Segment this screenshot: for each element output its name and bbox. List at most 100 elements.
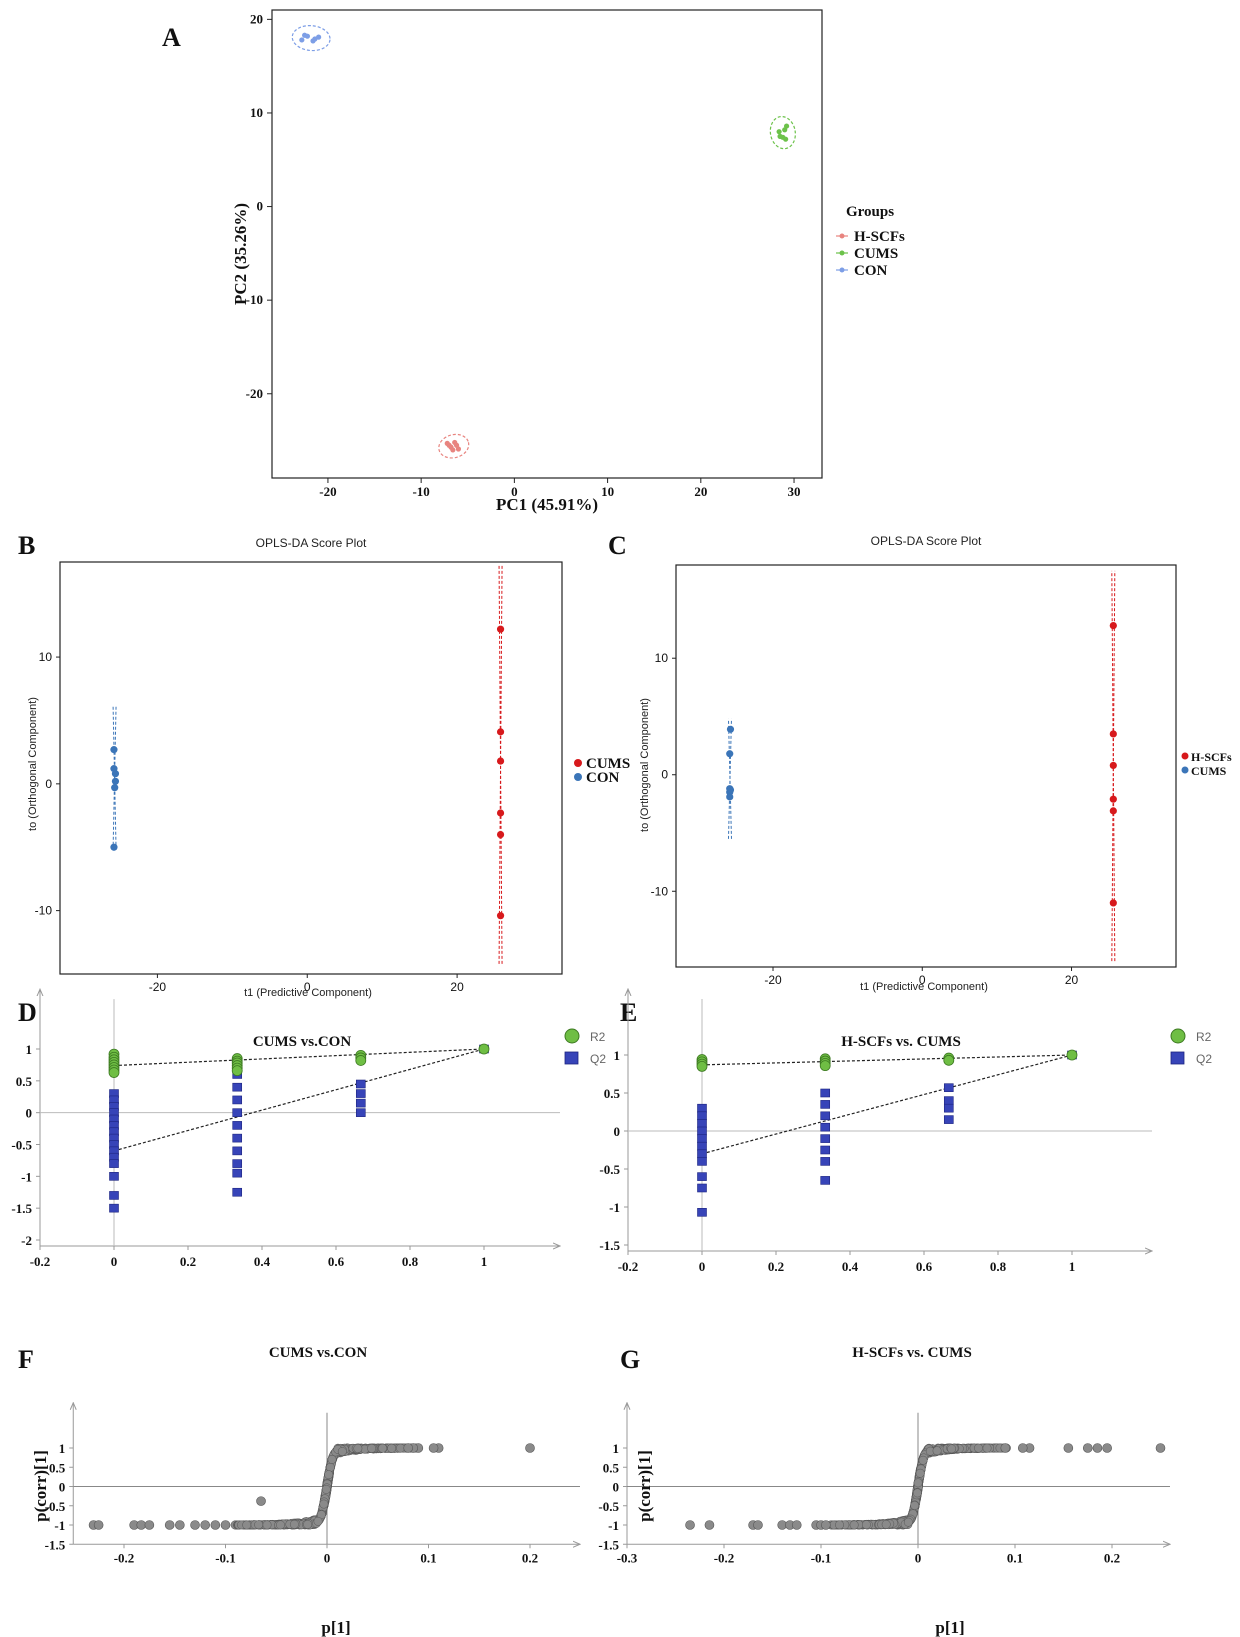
a-xtick-label: 10 [601, 484, 614, 499]
perm-r2-point [231, 1065, 243, 1077]
splot-point [835, 1520, 844, 1530]
perm-ytick-label: -1.5 [11, 1201, 32, 1216]
perm-q2-point [820, 1088, 831, 1098]
panel-a-pca-plot: -20 -10 0 10 20 30 20 10 0 -10 -20 PC1 (45.91%) PC… [231, 9, 905, 514]
splot-xtick-label: -0.2 [114, 1550, 135, 1565]
opls-xtick-label: -20 [764, 973, 782, 987]
splot-point [242, 1520, 252, 1530]
perm-q2-point [109, 1191, 119, 1200]
perm-ytick-label: 0 [614, 1124, 621, 1139]
splot-point [881, 1519, 891, 1529]
panel-c-oplsda-plot: OPLS-DA Score Plot -20 0 20 10 0 -10 t1 (Pred… [639, 534, 1232, 993]
splot-outlier-point [791, 1520, 802, 1530]
panel-e-legend: R2 Q2 [1170, 1028, 1212, 1066]
a-xtick-label: 30 [788, 484, 801, 499]
legend-c-cums-label: CUMS [1191, 764, 1227, 778]
perm-xtick-label: -0.2 [618, 1259, 639, 1274]
perm-ytick-label: -0.5 [11, 1138, 32, 1153]
perm-q2-point [697, 1103, 707, 1113]
opls-xtick-label: 20 [1065, 973, 1079, 987]
panel-letter-b: B [18, 531, 35, 560]
splot-outlier-point [753, 1520, 763, 1530]
splot-outlier-point [136, 1520, 147, 1530]
panel-e-permutation-plot: H-SCFs vs. CUMS -0.2 0 0.2 0.4 0.6 0.8 1 1 0.5 0 -… [599, 989, 1212, 1274]
panel-g-splot: H-SCFs vs. CUMS -0.3 -0.2 -0.1 0 0.1 0.2 1 0.5 0… [598, 1345, 1170, 1637]
perm-q2-point [697, 1134, 707, 1143]
perm-q2-point [355, 1108, 366, 1117]
a-xtick-label: 20 [694, 484, 707, 499]
perm-q2-point [820, 1176, 831, 1185]
panel-letter-f: F [18, 1345, 34, 1374]
perm-ytick-label: -1.5 [599, 1238, 620, 1253]
splot-point [313, 1516, 323, 1526]
legend-e-q2-label: Q2 [1196, 1052, 1212, 1066]
legend-c-cums-marker [1181, 766, 1189, 774]
opls-point-cums [726, 725, 735, 733]
perm-r2-point [943, 1054, 955, 1066]
splot-outlier-point [175, 1520, 185, 1530]
panel-letter-e: E [620, 998, 637, 1027]
perm-xtick-label: 0.4 [842, 1259, 859, 1274]
opls-ytick-label: 0 [45, 777, 52, 791]
opls-point-con [110, 843, 118, 851]
panel-f-ylabel: p(corr)[1] [31, 1450, 50, 1522]
opls-point-con [111, 777, 120, 785]
perm-ytick-label: -0.5 [599, 1162, 620, 1177]
splot-point [913, 1478, 923, 1488]
splot-ytick-label: 0 [59, 1480, 66, 1495]
perm-q2-point [232, 1133, 243, 1143]
splot-xtick-label: -0.1 [811, 1550, 832, 1565]
legend-hscfs-marker [839, 233, 845, 239]
perm-q2-point [943, 1083, 954, 1092]
panel-f-splot: CUMS vs.CON -0.2 -0.1 0 0.1 0.2 1 0.5 0 -0.5 -1 -1… [31, 1345, 580, 1637]
opls-point-cums [496, 809, 505, 817]
panel-b-ylabel: to (Orthogonal Component) [27, 697, 39, 831]
legend-c-hscfs-marker [1181, 752, 1189, 760]
perm-q2-point [697, 1141, 707, 1151]
a-xtick-label: -10 [412, 484, 429, 499]
splot-xtick-label: 0.1 [1007, 1550, 1023, 1565]
splot-point [367, 1443, 377, 1453]
opls-ytick-label: -10 [35, 904, 53, 918]
perm-r2-point [819, 1060, 831, 1072]
splot-point [378, 1443, 387, 1453]
perm-xtick-label: 0.4 [254, 1254, 271, 1269]
splot-ytick-label: -1 [608, 1518, 619, 1533]
splot-outlier-point [525, 1443, 535, 1453]
splot-outlier-point [821, 1520, 831, 1530]
panel-letter-g: G [620, 1345, 640, 1374]
splot-outlier-point [403, 1443, 414, 1453]
legend-con-marker [839, 267, 845, 273]
splot-ytick-label: 1 [59, 1441, 66, 1456]
perm-r2-point [696, 1061, 708, 1072]
opls-ellipse-cums [498, 565, 503, 964]
legend-e-q2-marker [1170, 1051, 1185, 1065]
splot-point [974, 1443, 983, 1453]
perm-q2-point [109, 1172, 119, 1181]
perm-xtick-label: 0.6 [916, 1259, 933, 1274]
perm-q2-point [697, 1111, 707, 1121]
splot-point [321, 1484, 331, 1494]
perm-q2-point [232, 1168, 243, 1178]
panel-b-oplsda-plot: OPLS-DA Score Plot -20 0 20 10 0 -10 t1 (Pred… [27, 536, 630, 999]
perm-q2-point [232, 1159, 243, 1168]
panel-f-xlabel: p[1] [321, 1618, 350, 1637]
panel-e-title: H-SCFs vs. CUMS [841, 1034, 961, 1050]
perm-xtick-label: 0 [699, 1259, 706, 1274]
perm-xtick-label: 0 [111, 1254, 118, 1269]
perm-ytick-label: 1 [614, 1048, 621, 1063]
legend-d-q2-marker [564, 1051, 579, 1065]
a-ytick-label: 10 [250, 105, 263, 120]
opls-xtick-label: -20 [149, 980, 167, 994]
perm-r2-regression-line [113, 1048, 485, 1067]
splot-point [289, 1519, 299, 1529]
splot-xtick-label: 0 [915, 1550, 922, 1565]
opls-point-con [111, 770, 120, 778]
opls-ytick-label: -10 [651, 884, 669, 898]
splot-xtick-label: 0 [324, 1550, 331, 1565]
a-ellipse-con [291, 24, 331, 52]
a-ellipse-h-scfs [438, 433, 470, 459]
splot-outlier-point [144, 1520, 155, 1530]
legend-cums-marker [839, 250, 845, 256]
